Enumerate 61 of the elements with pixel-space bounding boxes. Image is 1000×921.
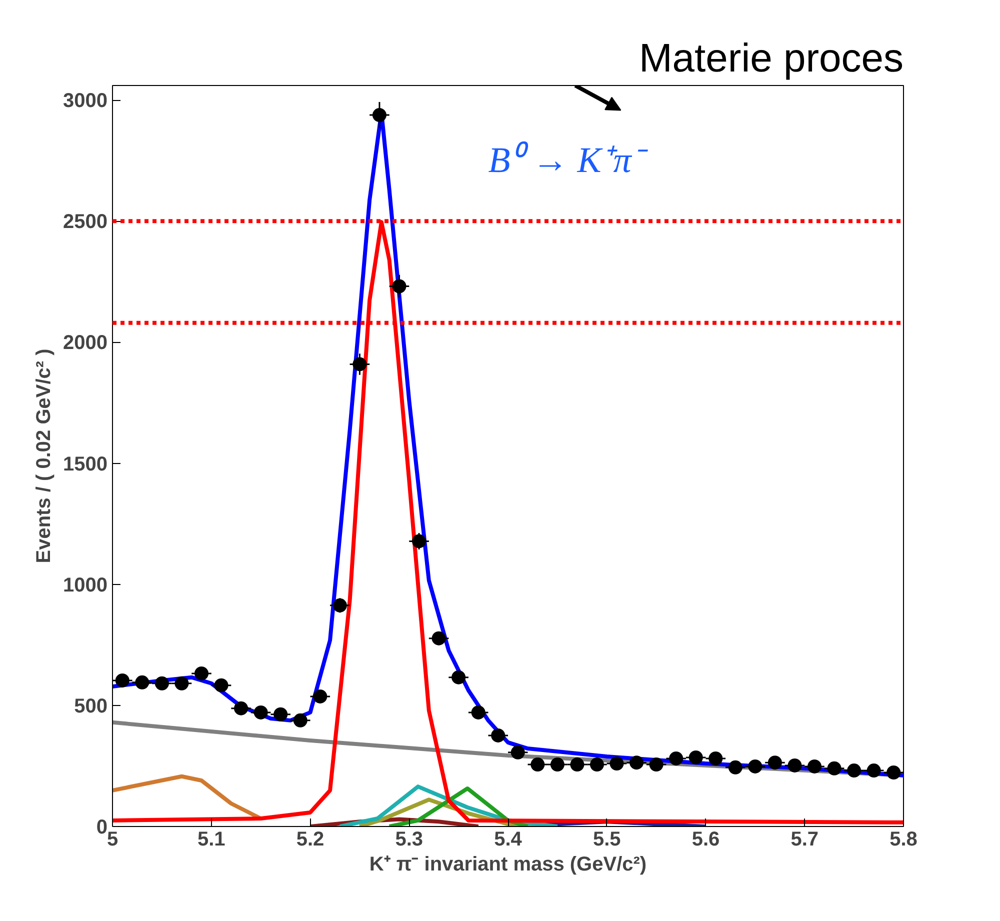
point — [748, 759, 762, 774]
point — [372, 108, 386, 122]
point — [352, 357, 367, 372]
point — [471, 705, 486, 720]
point — [254, 705, 268, 720]
point — [590, 758, 604, 772]
point — [115, 673, 130, 688]
line-series — [112, 220, 904, 824]
x-tick-label: 5 — [106, 828, 118, 850]
point — [827, 761, 842, 776]
x-tick-label: 5.1 — [197, 828, 226, 850]
point — [669, 751, 684, 766]
point — [332, 598, 347, 612]
point — [847, 764, 862, 778]
point — [610, 756, 624, 771]
point — [550, 758, 564, 772]
point — [452, 670, 466, 684]
x-tick-label: 5.7 — [790, 828, 819, 850]
point — [530, 758, 545, 772]
y-axis-title: Events / ( 0.02 GeV/c² ) — [33, 348, 56, 564]
point — [510, 745, 525, 760]
point — [432, 631, 446, 646]
point — [293, 713, 308, 728]
y-tick-label: 1000 — [63, 574, 108, 596]
y-tick-label: 1500 — [63, 453, 108, 476]
point — [768, 756, 782, 770]
point — [688, 750, 703, 764]
point — [154, 676, 169, 690]
point — [194, 666, 208, 680]
y-tick-label: 3000 — [63, 90, 108, 112]
annotation: B⁰ → K⁺π⁻ — [488, 140, 648, 180]
point — [886, 766, 901, 780]
point — [174, 676, 189, 690]
y-tick-label: 500 — [74, 695, 108, 718]
point — [808, 759, 822, 774]
point — [708, 751, 723, 766]
point — [313, 689, 328, 704]
point — [788, 758, 802, 772]
point — [214, 678, 228, 692]
x-tick-label: 5.6 — [692, 828, 720, 850]
point — [649, 758, 664, 772]
y-tick-label: 2500 — [63, 211, 108, 234]
point — [392, 279, 406, 294]
x-tick-label: 5.2 — [296, 828, 324, 850]
text: Materie proces — [638, 36, 904, 80]
point — [728, 760, 742, 774]
point — [412, 534, 426, 548]
x-tick-label: 5.8 — [890, 828, 918, 850]
point — [866, 764, 881, 778]
point — [630, 756, 644, 770]
y-tick-label: 0 — [96, 816, 108, 838]
point — [234, 701, 248, 716]
point — [491, 728, 506, 742]
point — [570, 758, 584, 772]
y-tick-label: 2000 — [63, 332, 108, 354]
x-tick-label: 5.5 — [592, 828, 621, 850]
x-axis-title: K⁺ π⁻ invariant mass (GeV/c²) — [369, 854, 647, 876]
point — [135, 675, 150, 690]
point — [274, 707, 288, 722]
x-tick-label: 5.3 — [395, 828, 424, 850]
x-tick-label: 5.4 — [494, 828, 523, 850]
